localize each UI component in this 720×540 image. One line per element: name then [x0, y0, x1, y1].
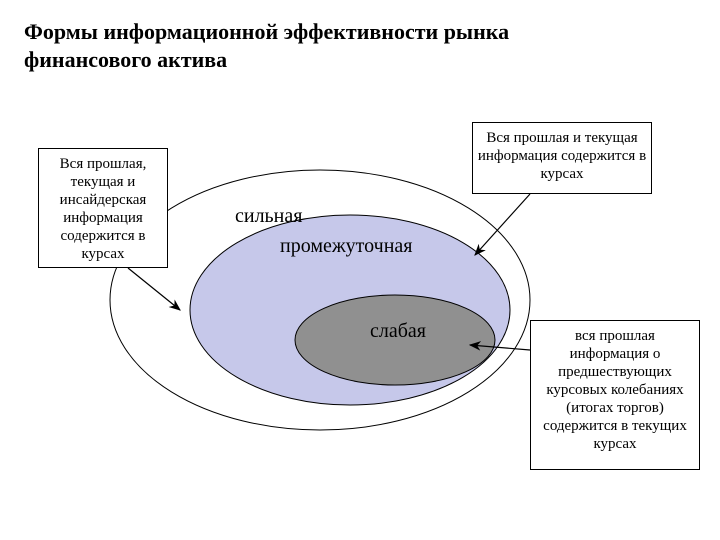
label-inner: слабая: [370, 320, 426, 343]
annotation-weak: вся прошлая информация о предшествующих …: [530, 320, 700, 470]
annotation-strong: Вся прошлая, текущая и инсайдерская инфо…: [38, 148, 168, 268]
label-middle: промежуточная: [280, 235, 412, 258]
label-outer: сильная: [235, 205, 302, 228]
annotation-semi: Вся прошлая и текущая информация содержи…: [472, 122, 652, 194]
